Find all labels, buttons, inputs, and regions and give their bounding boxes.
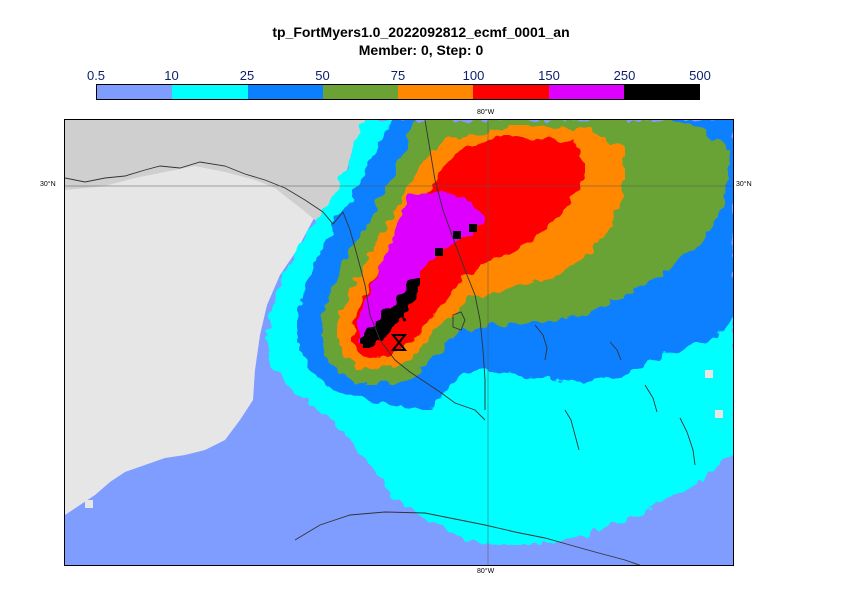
- legend-label-8: 500: [689, 68, 711, 83]
- legend-swatch-1: [172, 85, 248, 99]
- precip-band-magenta: [355, 190, 485, 345]
- dry-cell: [715, 410, 723, 418]
- legend-label-5: 100: [462, 68, 485, 83]
- legend-swatch-3: [322, 85, 398, 99]
- dry-cell: [705, 370, 713, 378]
- color-legend: [96, 84, 700, 100]
- legend-label-6: 150: [538, 68, 560, 83]
- right-latitude-label: 30°N: [736, 181, 752, 188]
- legend-label-1: 10: [164, 68, 179, 83]
- land-southeast-us: [65, 120, 365, 225]
- legend-label-3: 50: [315, 68, 330, 83]
- precipitation-map: [64, 119, 734, 566]
- map-canvas: [65, 120, 733, 565]
- legend-swatch-2: [247, 85, 323, 99]
- dry-area-gulf: [65, 120, 365, 515]
- bottom-longitude-label: 80°W: [477, 568, 495, 575]
- dry-cell: [220, 400, 228, 408]
- legend-swatch-5: [473, 85, 549, 99]
- top-longitude-label: 80°W: [477, 109, 495, 116]
- map-title: tp_FortMyers1.0_2022092812_ecmf_0001_an: [272, 24, 570, 40]
- legend-swatch-6: [548, 85, 624, 99]
- map-subtitle: Member: 0, Step: 0: [358, 42, 484, 58]
- precip-peak-cell: [435, 248, 443, 256]
- legend-label-2: 25: [239, 68, 255, 83]
- precip-peak-cell: [453, 231, 461, 239]
- dry-cell: [210, 430, 218, 438]
- legend-swatch-4: [398, 85, 474, 99]
- precip-band-black: [360, 278, 420, 348]
- storm-center-icon: [390, 334, 408, 351]
- dry-cell: [85, 500, 93, 508]
- precip-peak-cell: [469, 224, 477, 232]
- dry-cell: [105, 470, 113, 478]
- left-latitude-label: 30°N: [40, 181, 56, 188]
- legend-swatch-7: [623, 85, 699, 99]
- legend-label-7: 250: [613, 68, 636, 83]
- legend-swatch-0: [97, 85, 173, 99]
- legend-label-0: 0.5: [86, 68, 106, 83]
- coastlines: [65, 120, 696, 565]
- legend-label-4: 75: [390, 68, 406, 83]
